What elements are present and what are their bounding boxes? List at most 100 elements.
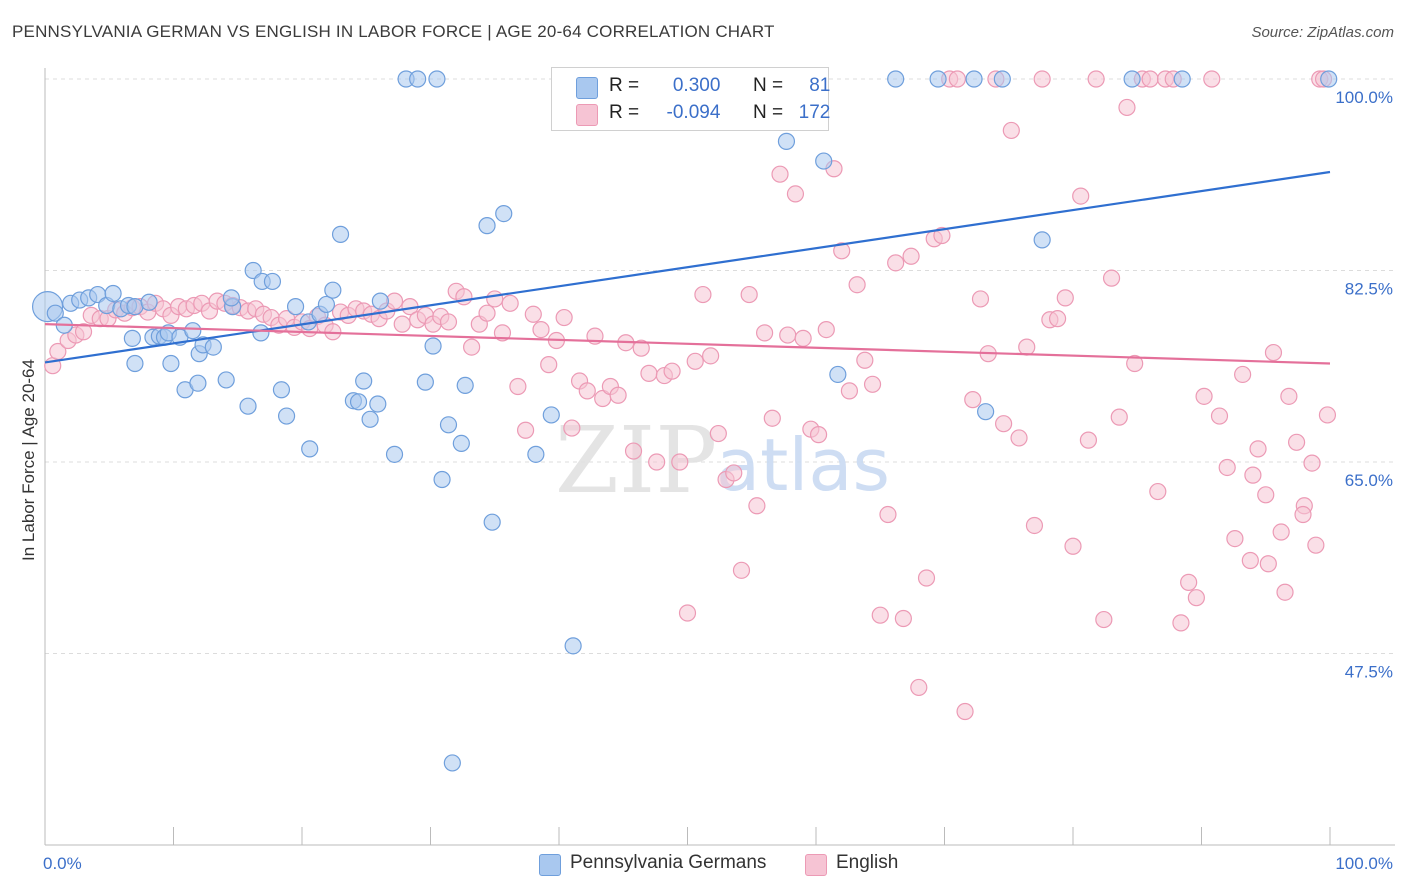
english-point xyxy=(1033,70,1051,88)
english-point xyxy=(624,442,643,460)
pennsylvania-germans-point xyxy=(965,70,983,88)
english-point xyxy=(995,415,1013,433)
english-point xyxy=(709,424,727,443)
pennsylvania-germans-point xyxy=(217,371,235,389)
legend-swatch-blue xyxy=(576,77,598,99)
english-trend-line xyxy=(44,323,1331,365)
pennsylvania-germans-point xyxy=(104,284,122,303)
english-point xyxy=(493,324,512,342)
english-point xyxy=(1180,573,1198,591)
pennsylvania-germans-point xyxy=(443,754,461,772)
pennsylvania-germans-point xyxy=(140,293,158,311)
english-point xyxy=(809,426,828,444)
english-point xyxy=(532,320,550,339)
english-point xyxy=(455,288,473,306)
pennsylvania-germans-points xyxy=(31,70,1338,772)
pennsylvania-germans-point xyxy=(929,70,947,88)
pennsylvania-germans-point xyxy=(286,298,305,316)
pennsylvania-germans-point xyxy=(542,406,560,424)
english-point xyxy=(1118,98,1136,117)
english-point xyxy=(486,290,504,308)
english-point xyxy=(1141,70,1159,88)
english-point xyxy=(894,609,912,628)
pennsylvania-germans-point xyxy=(564,637,582,655)
english-point xyxy=(393,315,411,333)
pennsylvania-germans-point xyxy=(317,295,336,314)
english-point xyxy=(902,247,920,265)
watermark-zip: ZIP xyxy=(555,407,717,514)
x-tick-label: 100.0% xyxy=(1335,854,1393,873)
english-point xyxy=(740,285,758,304)
english-point xyxy=(1048,310,1067,328)
english-point xyxy=(1025,516,1044,535)
pennsylvania-germans-point xyxy=(1033,231,1051,249)
english-point xyxy=(74,323,93,341)
english-point xyxy=(786,185,805,203)
pennsylvania-germans-point xyxy=(416,373,434,391)
english-point xyxy=(725,464,743,482)
pennsylvania-germans-point xyxy=(123,329,141,347)
pennsylvania-germans-trend-line xyxy=(44,170,1331,364)
legend-swatch-pink xyxy=(576,104,598,126)
pennsylvania-germans-point xyxy=(239,397,257,415)
english-point xyxy=(1149,482,1167,501)
pennsylvania-germans-point xyxy=(355,372,373,390)
english-point xyxy=(686,352,704,370)
english-point xyxy=(1280,387,1298,405)
english-point xyxy=(578,382,596,400)
english-point xyxy=(1002,121,1020,140)
pennsylvania-germans-point xyxy=(1123,70,1141,88)
english-point xyxy=(1226,529,1244,548)
english-point xyxy=(871,606,889,624)
english-point xyxy=(1272,523,1290,541)
pennsylvania-germans-point xyxy=(162,354,180,373)
pennsylvania-germans-point xyxy=(777,132,796,150)
english-point xyxy=(1203,70,1221,88)
trend-lines xyxy=(44,170,1331,365)
pennsylvania-germans-point xyxy=(204,338,222,356)
english-point xyxy=(1095,610,1113,629)
bottom-legend-label-blue: Pennsylvania Germans xyxy=(570,852,767,873)
pennsylvania-germans-point xyxy=(495,204,513,223)
english-point xyxy=(1210,407,1229,425)
axes xyxy=(44,68,1395,846)
english-point xyxy=(840,382,859,400)
english-point xyxy=(1287,433,1306,451)
english-point xyxy=(439,313,458,331)
english-point xyxy=(1264,343,1283,362)
english-point xyxy=(732,561,751,579)
english-point xyxy=(478,304,496,322)
english-point xyxy=(1110,408,1128,426)
english-point xyxy=(1010,429,1028,447)
pennsylvania-germans-point xyxy=(361,410,379,428)
english-point xyxy=(1218,458,1236,477)
english-point xyxy=(1294,505,1312,524)
pennsylvania-germans-point xyxy=(439,416,458,434)
pennsylvania-germans-point xyxy=(829,365,847,384)
english-point xyxy=(933,226,951,245)
pennsylvania-germans-point xyxy=(46,304,64,322)
pennsylvania-germans-point xyxy=(263,272,282,291)
english-point xyxy=(640,364,658,382)
bottom-legend-swatch-pink xyxy=(805,854,827,876)
english-point xyxy=(917,569,936,587)
english-point xyxy=(817,320,835,339)
english-point xyxy=(1249,440,1267,458)
pennsylvania-germans-point xyxy=(369,395,387,413)
english-point xyxy=(1018,338,1036,356)
legend-stats-blue: R = 0.300 N = 81 xyxy=(609,75,831,96)
english-point xyxy=(1064,537,1082,555)
bottom-legend-label-pink: English xyxy=(836,852,899,873)
y-axis-label: In Labor Force | Age 20-64 xyxy=(19,359,38,561)
english-point xyxy=(848,276,866,294)
english-point xyxy=(794,329,812,347)
english-point xyxy=(1318,406,1337,424)
english-point xyxy=(1303,454,1321,472)
english-point xyxy=(779,326,797,344)
english-point xyxy=(1172,614,1190,632)
english-point xyxy=(632,339,650,357)
english-point xyxy=(964,391,982,409)
legend-stats-pink: R = -0.094 N = 172 xyxy=(609,102,831,123)
pennsylvania-germans-point xyxy=(222,289,240,307)
